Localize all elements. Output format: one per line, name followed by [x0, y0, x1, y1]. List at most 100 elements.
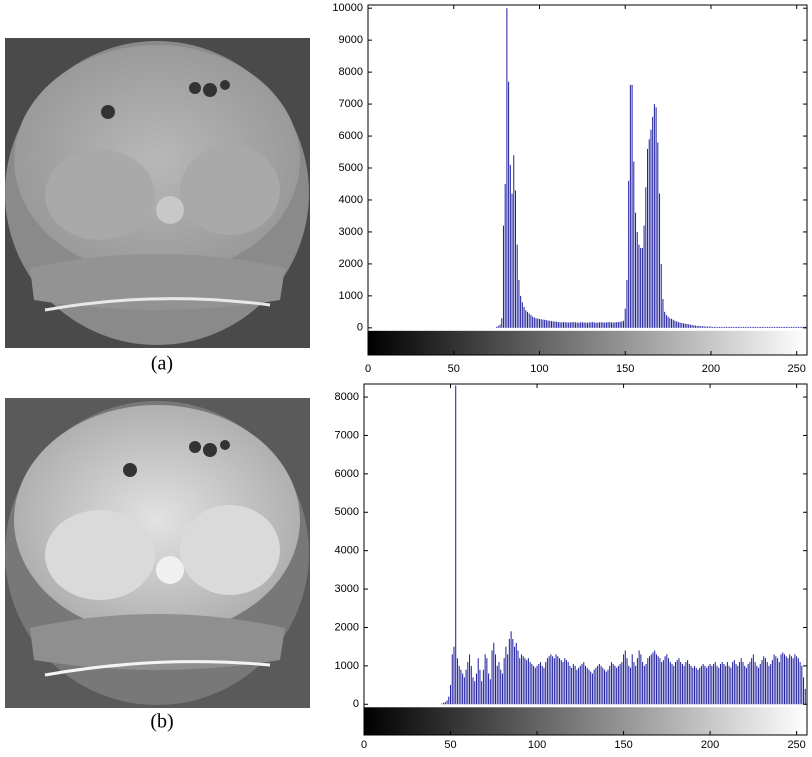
bar — [801, 665, 803, 705]
axes-box — [367, 4, 808, 356]
bar — [700, 665, 702, 705]
bar — [550, 654, 552, 705]
bar — [659, 193, 661, 328]
bar — [650, 129, 652, 328]
bar — [753, 326, 755, 328]
bar — [605, 671, 607, 705]
bar — [640, 247, 642, 328]
ct-image-a — [5, 38, 310, 348]
bar — [770, 326, 772, 328]
bar — [621, 321, 623, 328]
bar — [715, 326, 717, 328]
bar — [668, 658, 670, 705]
bar — [659, 658, 661, 705]
y-tick-label: 3000 — [339, 226, 363, 238]
bar — [585, 322, 587, 328]
bar — [693, 325, 695, 328]
bar — [508, 638, 510, 705]
bar — [574, 322, 577, 328]
bar — [723, 663, 725, 705]
bar — [581, 322, 583, 328]
bar — [496, 665, 498, 705]
y-tick-label: 1000 — [339, 290, 363, 302]
bar — [560, 660, 562, 705]
bar — [661, 662, 663, 705]
bar — [641, 247, 643, 328]
bar — [700, 326, 702, 328]
bar — [443, 702, 445, 705]
bar — [710, 326, 712, 328]
bar — [642, 662, 644, 705]
bar — [628, 665, 630, 705]
bar — [576, 322, 578, 328]
bar — [720, 326, 722, 328]
bar — [767, 326, 769, 328]
bar — [771, 660, 773, 705]
bar — [791, 326, 793, 328]
y-tick-label: 10000 — [332, 2, 363, 14]
bar — [455, 385, 457, 705]
bar — [799, 326, 801, 328]
bar — [477, 658, 479, 705]
bar — [727, 326, 729, 328]
bar — [790, 656, 792, 705]
bar — [534, 667, 536, 705]
bar — [444, 701, 446, 705]
bar — [583, 322, 585, 328]
y-tick-label: 6000 — [339, 130, 363, 142]
bar — [548, 656, 550, 705]
y-tick-label: 2000 — [335, 621, 359, 633]
bar — [535, 318, 537, 328]
bar — [633, 161, 635, 328]
ct-image-b — [5, 398, 310, 708]
bar — [598, 663, 600, 705]
bar — [526, 660, 528, 705]
bar — [794, 654, 796, 705]
bar — [543, 667, 545, 705]
bar — [761, 326, 763, 328]
bar — [804, 688, 806, 705]
x-tick-label: 200 — [701, 739, 719, 751]
bar — [479, 669, 481, 705]
y-tick-label: 7000 — [335, 429, 359, 441]
bar — [541, 665, 543, 705]
bar — [735, 663, 737, 705]
bar — [590, 322, 592, 328]
bar — [590, 671, 592, 705]
y-tick-label: 0 — [353, 698, 359, 710]
bar — [503, 658, 505, 705]
bar — [785, 656, 787, 705]
bar — [572, 663, 574, 705]
bar — [581, 663, 583, 705]
bar — [745, 667, 747, 705]
bar — [571, 322, 573, 328]
bar — [484, 654, 486, 705]
bar — [465, 669, 467, 705]
bar — [688, 663, 690, 705]
bar — [552, 656, 554, 705]
bar — [539, 662, 542, 705]
bar — [580, 322, 582, 328]
bar — [604, 669, 606, 705]
bar — [500, 669, 502, 705]
bar — [778, 662, 780, 705]
bar — [652, 116, 654, 328]
bar — [523, 307, 525, 328]
bar — [724, 326, 726, 328]
plot-area — [368, 5, 807, 355]
bar — [645, 663, 647, 705]
bar — [638, 244, 640, 328]
bar — [789, 654, 791, 705]
bar — [672, 319, 674, 328]
bar — [531, 663, 533, 705]
bar — [740, 658, 742, 705]
bar — [734, 326, 736, 328]
y-tick-label: 5000 — [335, 506, 359, 518]
bar — [609, 322, 611, 328]
bar — [655, 654, 657, 705]
bar — [669, 662, 671, 705]
bar — [676, 660, 678, 705]
bar — [446, 700, 448, 705]
bar — [562, 662, 564, 705]
